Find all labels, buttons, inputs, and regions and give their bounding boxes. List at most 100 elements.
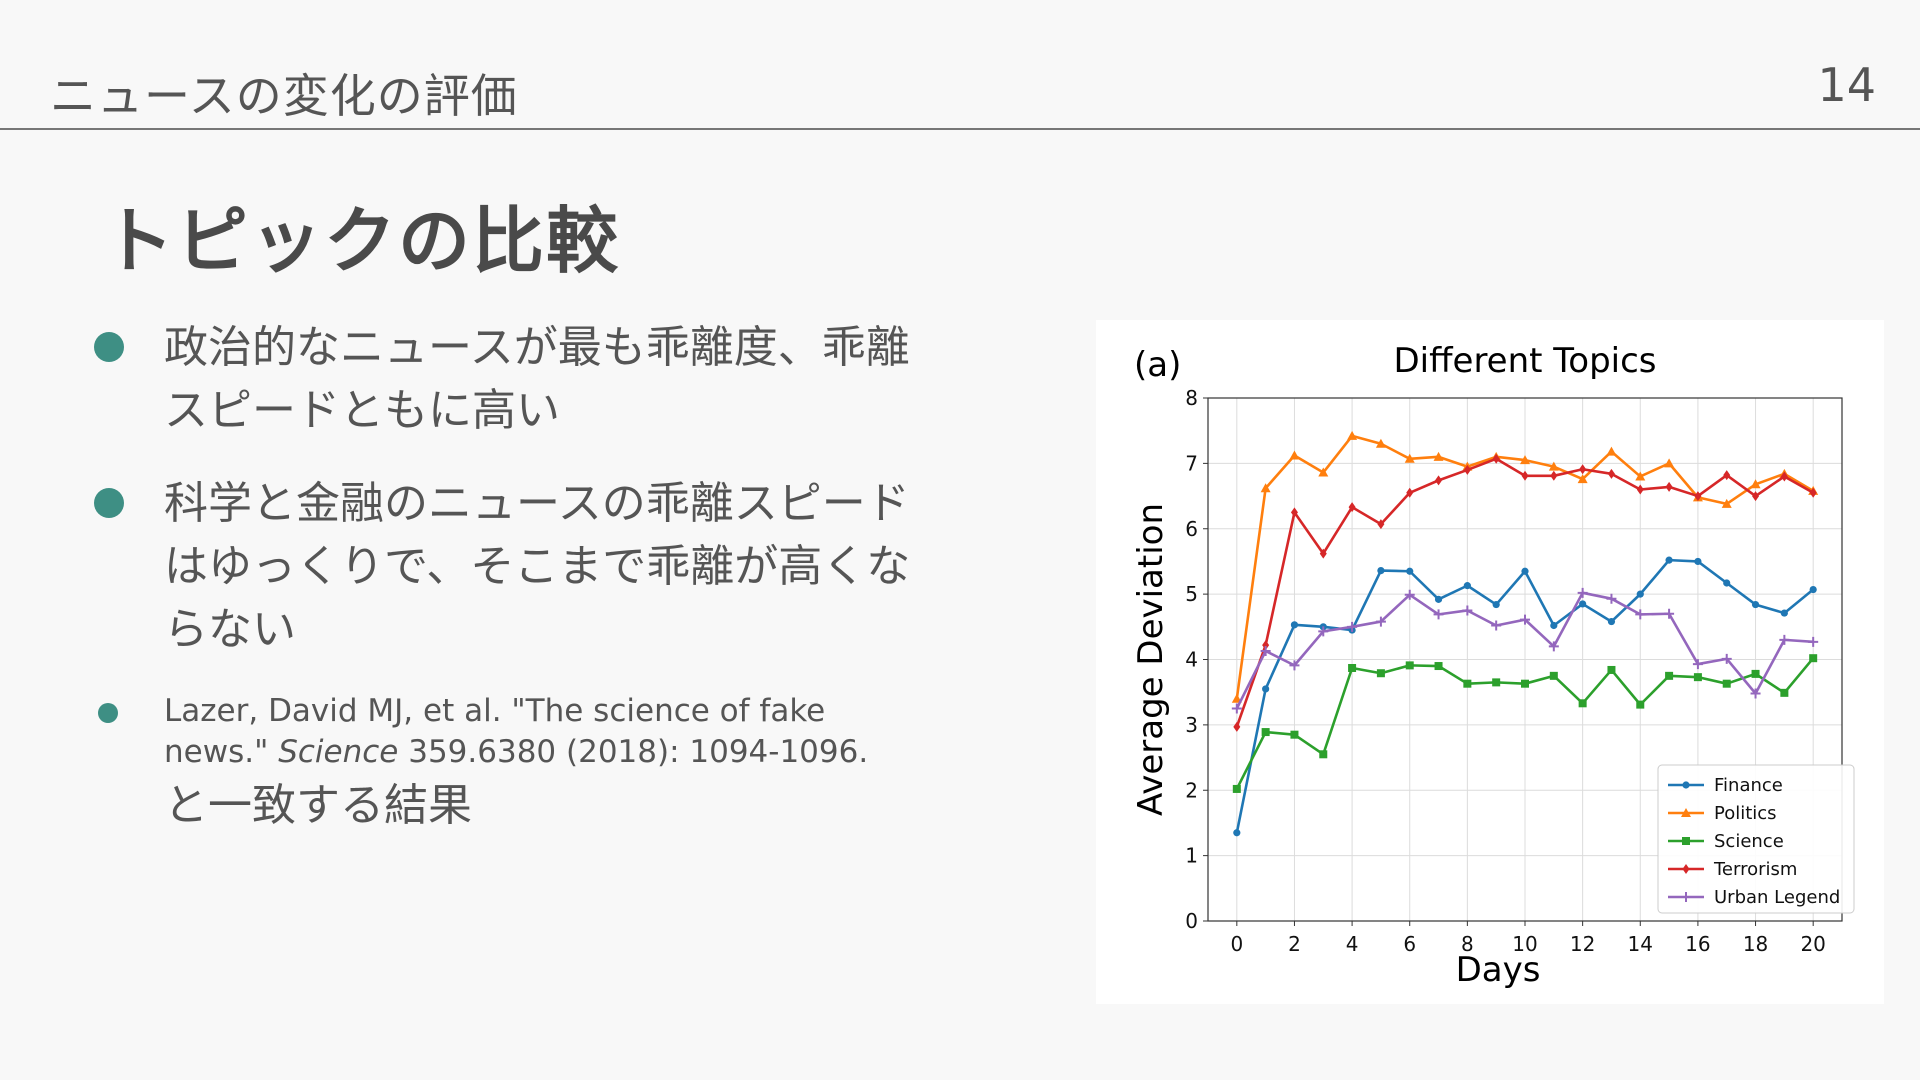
data-point-science [1492,678,1501,687]
data-point-urban-legend [1779,634,1790,645]
data-point-science [1405,661,1414,670]
x-tick-label: 6 [1403,932,1416,956]
y-tick-label: 5 [1185,582,1198,606]
page-number: 14 [1817,58,1876,112]
data-point-terrorism [1636,484,1644,495]
y-tick-label: 4 [1185,648,1198,672]
bullet-line: スピードともに高い [164,385,560,436]
data-point-terrorism [1290,507,1298,518]
data-point-terrorism [1550,470,1558,481]
x-tick-label: 12 [1570,932,1595,956]
data-point-politics [1260,483,1271,493]
data-point-terrorism [1521,470,1529,481]
data-point-urban-legend [1260,646,1271,657]
data-point-terrorism [1377,519,1385,530]
data-point-finance [1550,621,1558,630]
data-point-terrorism [1723,470,1731,481]
data-point-urban-legend [1491,620,1502,631]
data-point-politics [1231,693,1242,703]
data-point-urban-legend [1404,589,1415,600]
data-point-politics [1375,438,1386,448]
x-tick-label: 16 [1685,932,1710,956]
citation-journal: Science [278,734,399,770]
data-point-politics [1577,474,1588,484]
data-point-science [1232,784,1241,793]
data-point-politics [1347,430,1358,440]
data-point-urban-legend [1692,659,1703,670]
data-point-science [1665,671,1674,680]
data-point-politics [1750,479,1761,489]
data-point-finance [1809,585,1817,594]
panel-label: (a) [1134,345,1181,385]
y-axis-label: Average Deviation [1131,503,1171,816]
data-point-finance [1579,600,1587,608]
slide-title: トピックの比較 [102,199,621,283]
chart-card: 0 1 2 3 4 5 6 7 8 0 2 4 6 8 10 12 14 16 18 20 Different Topi… [1096,320,1884,1004]
data-point-finance [1377,566,1385,575]
data-point-politics [1318,467,1329,477]
y-tick-label: 6 [1185,517,1198,541]
data-point-science [1261,728,1270,737]
x-tick-label: 8 [1461,932,1474,956]
data-point-science [1809,654,1818,663]
legend-box [1657,764,1855,914]
data-point-science [1780,688,1789,697]
bullet-list: 政治的なニュースが最も乖離度、乖離 スピードともに高い 科学と金融のニュースの乖… [90,316,1010,839]
data-point-politics [1548,461,1559,471]
data-point-politics [1606,446,1617,456]
data-point-urban-legend [1664,608,1675,619]
legend-marker-finance [1682,781,1690,789]
x-tick-label: 14 [1628,932,1653,956]
data-point-urban-legend [1375,616,1386,627]
data-point-science [1636,700,1645,709]
data-point-finance [1521,567,1529,575]
bullet-dot-icon [94,332,124,362]
data-point-politics [1520,455,1530,465]
data-point-terrorism [1665,481,1673,492]
x-tick-label: 10 [1512,932,1537,956]
data-point-urban-legend [1808,636,1819,647]
data-point-urban-legend [1548,641,1559,652]
data-point-terrorism [1233,721,1241,732]
citation-suffix: 359.6380 (2018): 1094-1096. [398,734,869,770]
data-point-science [1549,671,1558,680]
data-point-urban-legend [1520,614,1530,625]
bullet-line: はゆっくりで、そこまで乖離が高くな [164,541,911,592]
data-point-terrorism [1492,453,1500,464]
bullet-dot-icon [98,703,118,723]
data-point-finance [1434,595,1443,603]
citation-conclusion: と一致する結果 [164,780,472,831]
y-tick-label: 3 [1185,713,1198,737]
data-point-finance [1463,582,1471,590]
y-tick-label: 2 [1185,778,1198,802]
legend-label-terrorism: Terrorism [1713,859,1797,880]
data-point-terrorism [1752,491,1760,502]
data-point-politics [1721,498,1732,508]
data-point-finance [1780,609,1788,617]
data-point-terrorism [1809,487,1817,498]
data-point-science [1348,663,1357,672]
data-point-science [1434,662,1443,671]
citation-prefix: news." [164,734,279,770]
data-point-politics [1289,450,1300,460]
data-point-finance [1665,556,1673,564]
citation-line-2: news." Science 359.6380 (2018): 1094-109… [164,732,1010,773]
data-point-politics [1664,458,1675,468]
data-point-terrorism [1780,471,1788,482]
data-point-urban-legend [1231,703,1242,714]
data-point-terrorism [1463,464,1471,475]
data-point-urban-legend [1462,605,1473,616]
header-title: ニュースの変化の評価 [50,69,518,123]
legend-label-science: Science [1714,831,1784,852]
data-point-urban-legend [1635,609,1646,620]
data-point-terrorism [1694,491,1702,502]
data-point-finance [1751,600,1760,609]
y-tick-label: 0 [1185,909,1198,933]
header-divider [0,128,1920,130]
data-point-finance [1406,567,1414,575]
data-point-science [1751,669,1760,678]
data-point-urban-legend [1577,587,1588,598]
data-point-terrorism [1406,487,1414,498]
x-tick-label: 20 [1800,932,1825,956]
data-point-terrorism [1319,548,1327,559]
